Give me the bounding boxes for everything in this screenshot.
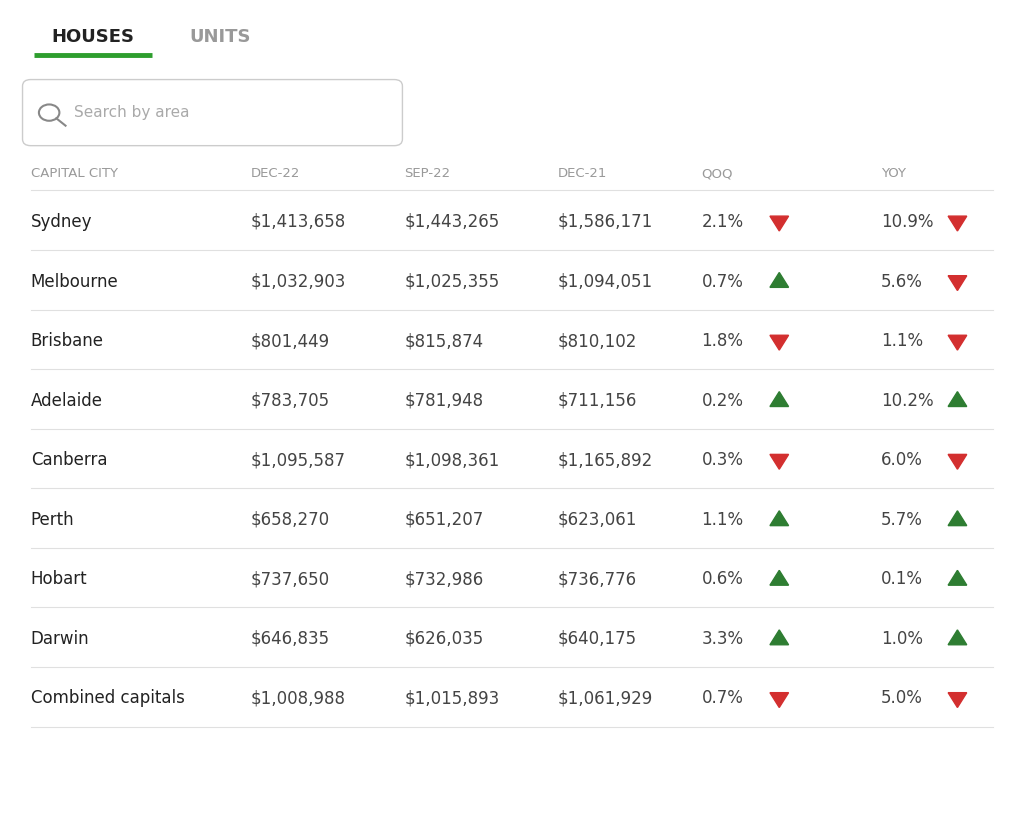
Text: $810,102: $810,102 [558, 332, 638, 350]
Text: 5.7%: 5.7% [881, 511, 923, 529]
Text: $781,948: $781,948 [404, 392, 483, 410]
Text: Combined capitals: Combined capitals [31, 690, 184, 707]
Text: Brisbane: Brisbane [31, 332, 103, 350]
Text: 5.6%: 5.6% [881, 273, 923, 290]
Text: Melbourne: Melbourne [31, 273, 119, 290]
Text: $1,095,587: $1,095,587 [251, 451, 346, 469]
Text: $1,098,361: $1,098,361 [404, 451, 500, 469]
Polygon shape [770, 392, 788, 406]
Polygon shape [770, 216, 788, 231]
Text: $658,270: $658,270 [251, 511, 330, 529]
Polygon shape [948, 455, 967, 469]
Text: $626,035: $626,035 [404, 630, 483, 648]
Text: 1.0%: 1.0% [881, 630, 923, 648]
Text: DEC-21: DEC-21 [558, 167, 607, 180]
Polygon shape [948, 216, 967, 231]
Polygon shape [770, 511, 788, 526]
Text: 6.0%: 6.0% [881, 451, 923, 469]
Text: $783,705: $783,705 [251, 392, 330, 410]
Text: $1,015,893: $1,015,893 [404, 690, 500, 707]
Text: $623,061: $623,061 [558, 511, 638, 529]
Text: SEP-22: SEP-22 [404, 167, 451, 180]
Text: $815,874: $815,874 [404, 332, 483, 350]
Text: YOY: YOY [881, 167, 905, 180]
Polygon shape [770, 630, 788, 645]
Text: QOQ: QOQ [701, 167, 733, 180]
Polygon shape [770, 455, 788, 469]
Text: $646,835: $646,835 [251, 630, 330, 648]
Text: 2.1%: 2.1% [701, 213, 743, 231]
FancyBboxPatch shape [23, 80, 402, 145]
Text: Sydney: Sydney [31, 213, 92, 231]
Text: $711,156: $711,156 [558, 392, 638, 410]
Polygon shape [770, 273, 788, 287]
Text: 0.3%: 0.3% [701, 451, 743, 469]
Text: $1,025,355: $1,025,355 [404, 273, 500, 290]
Text: 3.3%: 3.3% [701, 630, 743, 648]
Text: 1.8%: 1.8% [701, 332, 743, 350]
Text: Adelaide: Adelaide [31, 392, 102, 410]
Text: $1,413,658: $1,413,658 [251, 213, 346, 231]
Text: 5.0%: 5.0% [881, 690, 923, 707]
Text: Darwin: Darwin [31, 630, 89, 648]
Text: $1,061,929: $1,061,929 [558, 690, 653, 707]
Polygon shape [948, 335, 967, 350]
Text: $651,207: $651,207 [404, 511, 483, 529]
Text: Perth: Perth [31, 511, 75, 529]
Polygon shape [948, 693, 967, 707]
Polygon shape [770, 335, 788, 350]
Text: HOUSES: HOUSES [51, 28, 134, 46]
Text: $1,032,903: $1,032,903 [251, 273, 346, 290]
Polygon shape [948, 276, 967, 290]
Polygon shape [948, 511, 967, 526]
Text: 0.7%: 0.7% [701, 273, 743, 290]
Polygon shape [948, 570, 967, 585]
Text: $1,586,171: $1,586,171 [558, 213, 653, 231]
Text: $737,650: $737,650 [251, 570, 330, 588]
Polygon shape [948, 630, 967, 645]
Text: 0.6%: 0.6% [701, 570, 743, 588]
Text: 1.1%: 1.1% [881, 332, 923, 350]
Text: 1.1%: 1.1% [701, 511, 743, 529]
Text: UNITS: UNITS [189, 28, 251, 46]
Text: 0.7%: 0.7% [701, 690, 743, 707]
Text: CAPITAL CITY: CAPITAL CITY [31, 167, 118, 180]
Polygon shape [948, 392, 967, 406]
Polygon shape [770, 693, 788, 707]
Text: $640,175: $640,175 [558, 630, 637, 648]
Text: Canberra: Canberra [31, 451, 108, 469]
Text: 0.1%: 0.1% [881, 570, 923, 588]
Text: $1,443,265: $1,443,265 [404, 213, 500, 231]
Text: Search by area: Search by area [74, 105, 189, 120]
Text: $1,094,051: $1,094,051 [558, 273, 653, 290]
Text: 10.2%: 10.2% [881, 392, 933, 410]
Text: Hobart: Hobart [31, 570, 87, 588]
Text: DEC-22: DEC-22 [251, 167, 300, 180]
Text: $801,449: $801,449 [251, 332, 330, 350]
Polygon shape [770, 570, 788, 585]
Text: $1,165,892: $1,165,892 [558, 451, 653, 469]
Text: 10.9%: 10.9% [881, 213, 933, 231]
Text: $736,776: $736,776 [558, 570, 637, 588]
Text: 0.2%: 0.2% [701, 392, 743, 410]
Text: $732,986: $732,986 [404, 570, 483, 588]
Text: $1,008,988: $1,008,988 [251, 690, 346, 707]
